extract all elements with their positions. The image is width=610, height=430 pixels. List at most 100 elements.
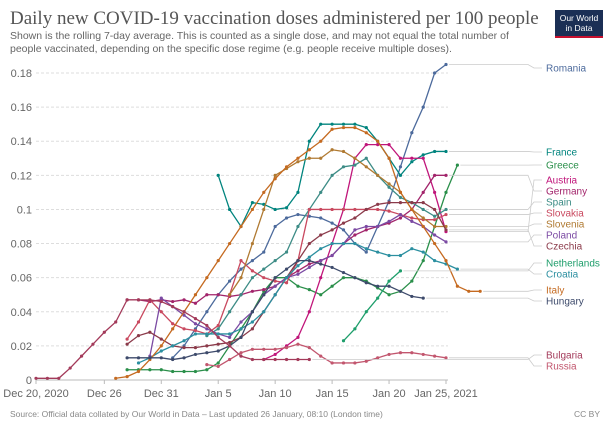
data-point[interactable] xyxy=(125,374,129,379)
data-point[interactable] xyxy=(478,289,482,293)
data-point[interactable] xyxy=(410,351,414,355)
data-point[interactable] xyxy=(387,279,391,283)
data-point[interactable] xyxy=(205,293,209,297)
data-point[interactable] xyxy=(398,190,403,194)
data-point[interactable] xyxy=(159,310,163,314)
data-point[interactable] xyxy=(296,357,300,362)
data-point[interactable] xyxy=(307,255,311,259)
data-point[interactable] xyxy=(273,207,277,212)
data-point[interactable] xyxy=(421,216,425,220)
data-point[interactable] xyxy=(387,284,391,288)
data-point[interactable] xyxy=(239,327,243,331)
data-point[interactable] xyxy=(455,267,459,271)
data-point[interactable] xyxy=(387,201,391,205)
data-point[interactable] xyxy=(330,284,334,288)
data-point[interactable] xyxy=(125,342,129,346)
data-point[interactable] xyxy=(262,276,266,280)
data-point[interactable] xyxy=(364,207,368,212)
data-point[interactable] xyxy=(398,201,403,205)
data-point[interactable] xyxy=(262,357,266,362)
data-point[interactable] xyxy=(387,209,391,213)
data-point[interactable] xyxy=(296,156,300,160)
data-point[interactable] xyxy=(296,160,300,164)
data-point[interactable] xyxy=(341,361,346,365)
data-point[interactable] xyxy=(444,259,448,263)
data-point[interactable] xyxy=(319,207,323,212)
series-label-croatia[interactable]: Croatia xyxy=(546,270,579,281)
data-point[interactable] xyxy=(296,190,300,194)
data-point[interactable] xyxy=(398,289,403,293)
series-hungary[interactable] xyxy=(125,259,425,362)
data-point[interactable] xyxy=(433,173,437,177)
data-point[interactable] xyxy=(216,327,220,331)
data-point[interactable] xyxy=(387,253,391,258)
data-point[interactable] xyxy=(193,332,198,336)
data-point[interactable] xyxy=(376,139,380,143)
data-point[interactable] xyxy=(421,156,425,160)
data-point[interactable] xyxy=(319,259,323,263)
data-point[interactable] xyxy=(433,214,437,218)
data-point[interactable] xyxy=(433,241,437,246)
data-point[interactable] xyxy=(341,165,346,169)
data-point[interactable] xyxy=(284,345,289,350)
data-point[interactable] xyxy=(125,337,129,341)
data-point[interactable] xyxy=(159,368,163,372)
data-point[interactable] xyxy=(353,276,357,280)
data-point[interactable] xyxy=(353,228,357,232)
data-point[interactable] xyxy=(364,224,368,229)
data-point[interactable] xyxy=(91,342,95,346)
data-point[interactable] xyxy=(319,190,323,194)
data-point[interactable] xyxy=(376,356,380,360)
data-point[interactable] xyxy=(444,240,448,244)
data-point[interactable] xyxy=(296,272,300,276)
data-point[interactable] xyxy=(273,347,277,351)
data-point[interactable] xyxy=(398,195,403,200)
data-point[interactable] xyxy=(148,330,152,334)
data-point[interactable] xyxy=(341,207,346,212)
data-point[interactable] xyxy=(250,241,254,246)
data-point[interactable] xyxy=(250,269,254,273)
series-italy[interactable] xyxy=(114,125,482,380)
data-point[interactable] xyxy=(239,335,243,339)
data-point[interactable] xyxy=(398,156,403,160)
data-point[interactable] xyxy=(433,190,437,194)
data-point[interactable] xyxy=(216,332,220,336)
data-point[interactable] xyxy=(319,354,323,358)
series-label-germany[interactable]: Germany xyxy=(546,187,587,198)
data-point[interactable] xyxy=(159,296,163,300)
data-point[interactable] xyxy=(216,342,220,346)
data-point[interactable] xyxy=(444,207,448,212)
data-point[interactable] xyxy=(410,156,414,160)
data-point[interactable] xyxy=(171,322,175,326)
series-spain[interactable] xyxy=(205,156,448,338)
data-point[interactable] xyxy=(296,342,300,346)
data-point[interactable] xyxy=(330,265,334,270)
data-point[interactable] xyxy=(341,149,346,154)
data-point[interactable] xyxy=(148,368,152,372)
data-point[interactable] xyxy=(148,356,152,360)
data-point[interactable] xyxy=(182,339,186,343)
data-point[interactable] xyxy=(387,293,391,297)
data-point[interactable] xyxy=(364,143,368,147)
data-point[interactable] xyxy=(330,361,334,365)
data-point[interactable] xyxy=(284,216,289,220)
series-label-czechia[interactable]: Czechia xyxy=(546,242,583,253)
data-point[interactable] xyxy=(398,216,403,220)
data-point[interactable] xyxy=(376,202,380,206)
data-point[interactable] xyxy=(239,259,243,263)
data-point[interactable] xyxy=(262,190,266,194)
data-point[interactable] xyxy=(387,156,391,160)
data-point[interactable] xyxy=(262,267,266,271)
data-point[interactable] xyxy=(284,250,289,254)
data-point[interactable] xyxy=(398,173,403,177)
data-point[interactable] xyxy=(125,356,129,360)
series-label-netherlands[interactable]: Netherlands xyxy=(546,259,600,270)
data-point[interactable] xyxy=(216,361,220,365)
data-point[interactable] xyxy=(307,288,311,292)
data-point[interactable] xyxy=(376,207,380,212)
data-point[interactable] xyxy=(228,332,232,336)
data-point[interactable] xyxy=(421,207,425,212)
data-point[interactable] xyxy=(171,369,175,374)
data-point[interactable] xyxy=(284,267,289,271)
data-point[interactable] xyxy=(262,310,266,314)
